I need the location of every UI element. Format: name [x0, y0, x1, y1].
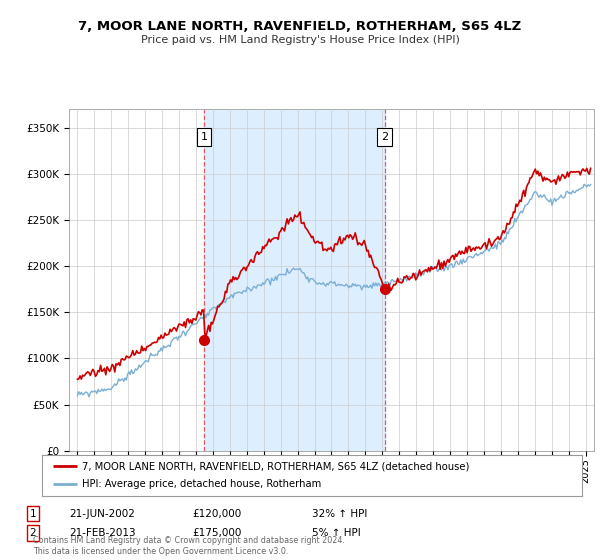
- Text: 1: 1: [200, 132, 208, 142]
- Text: 1: 1: [29, 508, 37, 519]
- Text: Price paid vs. HM Land Registry's House Price Index (HPI): Price paid vs. HM Land Registry's House …: [140, 35, 460, 45]
- Text: 2: 2: [381, 132, 388, 142]
- Bar: [204, 109, 385, 451]
- Text: HPI: Average price, detached house, Rotherham: HPI: Average price, detached house, Roth…: [83, 479, 322, 489]
- Text: £120,000: £120,000: [192, 508, 241, 519]
- Text: 2: 2: [29, 528, 37, 538]
- Text: 21-JUN-2002: 21-JUN-2002: [69, 508, 135, 519]
- Text: £175,000: £175,000: [192, 528, 241, 538]
- Text: 7, MOOR LANE NORTH, RAVENFIELD, ROTHERHAM, S65 4LZ (detached house): 7, MOOR LANE NORTH, RAVENFIELD, ROTHERHA…: [83, 461, 470, 471]
- Text: 7, MOOR LANE NORTH, RAVENFIELD, ROTHERHAM, S65 4LZ: 7, MOOR LANE NORTH, RAVENFIELD, ROTHERHA…: [79, 20, 521, 32]
- Text: 32% ↑ HPI: 32% ↑ HPI: [312, 508, 367, 519]
- Text: Contains HM Land Registry data © Crown copyright and database right 2024.
This d: Contains HM Land Registry data © Crown c…: [33, 536, 345, 556]
- Text: 21-FEB-2013: 21-FEB-2013: [69, 528, 136, 538]
- Text: 5% ↑ HPI: 5% ↑ HPI: [312, 528, 361, 538]
